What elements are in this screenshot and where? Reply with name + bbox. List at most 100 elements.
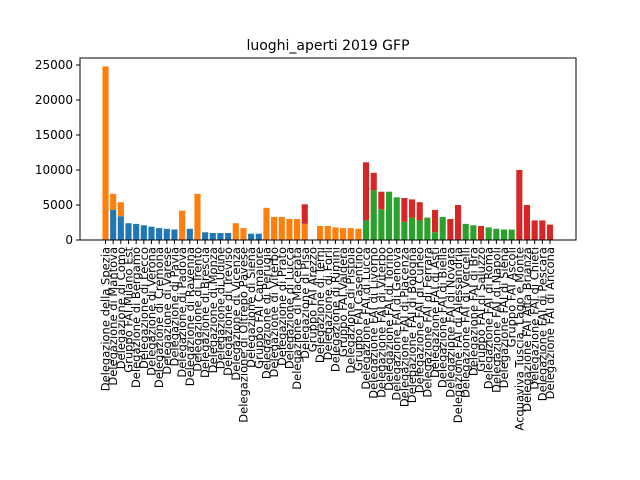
- bar-2-26: [301, 223, 308, 240]
- x-tick-label: Delegazione di Brescia: [198, 247, 212, 378]
- bar-3-52: [500, 229, 508, 240]
- bar-4-58: [546, 224, 554, 240]
- x-tick-label: Delegazione di Padova: [175, 247, 189, 378]
- bar-4-43: [431, 209, 439, 233]
- x-tick-label: Gruppo FAI di Saluzzo: [474, 247, 488, 372]
- x-tick-label: Delegazione FAI di Bologna: [405, 247, 419, 403]
- x-tick-label: Delegazione di Forlì: [321, 247, 335, 360]
- bar-1-14: [209, 233, 216, 240]
- bar-3-37: [385, 191, 393, 240]
- bar-4-35: [370, 172, 377, 191]
- bar-2-31: [340, 228, 347, 240]
- bar-1-19: [248, 233, 255, 240]
- bar-4-57: [539, 220, 546, 240]
- bar-1-5: [140, 225, 147, 240]
- bar-2-1: [110, 193, 117, 210]
- bar-3-39: [401, 221, 408, 240]
- bar-3-36: [378, 209, 385, 240]
- bar-2-17: [232, 223, 239, 240]
- y-tick-label: 15000: [35, 128, 73, 142]
- bar-4-40: [408, 199, 416, 218]
- bar-3-41: [416, 220, 423, 240]
- bar-2-30: [332, 227, 339, 240]
- bar-1-13: [202, 232, 209, 240]
- x-tick-label: Delegazione di Como: [114, 247, 128, 369]
- bar-4-41: [416, 202, 423, 221]
- x-tick-label: Delegazione di Mantova: [106, 247, 120, 386]
- bar-1-15: [217, 233, 224, 240]
- bar-3-51: [493, 228, 500, 240]
- bar-3-35: [370, 190, 377, 240]
- x-tick-label: Delegazione FAI di Chieti: [528, 247, 542, 390]
- bar-3-53: [508, 229, 515, 240]
- x-tick-label: Delegazione della Spezia: [99, 247, 113, 391]
- x-tick-label: Delegazione di Pisa: [298, 247, 312, 359]
- x-tick-label: Delegazione FAI di Roma: [482, 247, 496, 389]
- bar-4-55: [523, 205, 531, 240]
- x-tick-label: Gruppo FAI Casentino: [351, 247, 365, 371]
- x-tick-label: Gruppo FAI Camaiore: [252, 247, 266, 369]
- x-tick-label: Delegazione di Terni: [313, 247, 327, 363]
- x-tick-label: Delegazione di Monza: [206, 247, 220, 373]
- bar-2-29: [324, 226, 331, 240]
- x-tick-label: Acquaviva Tuscia, Lago e Monte: [512, 247, 526, 431]
- bar-4-34: [363, 162, 370, 221]
- bar-1-7: [156, 228, 163, 240]
- bar-2-25: [294, 219, 301, 240]
- x-tick-label: Delegazione FAI di Biella: [436, 247, 450, 388]
- x-tick-label: Delegazione FAI di Viterbo: [374, 247, 388, 398]
- y-tick-label: 10000: [35, 163, 73, 177]
- x-tick-label: Delegazione FAI di Piacenza: [397, 247, 411, 407]
- bar-2-23: [278, 216, 285, 240]
- x-tick-label: Delegazione di Viterbo: [267, 247, 281, 377]
- bar-group: [102, 66, 554, 241]
- bar-4-36: [378, 191, 385, 210]
- bar-2-2: [117, 202, 124, 217]
- x-tick-label: Delegazione di Verona: [144, 247, 158, 376]
- bar-2-10: [179, 210, 186, 240]
- bar-4-45: [447, 219, 454, 240]
- axes-frame: [79, 57, 577, 241]
- x-tick-label: Gruppo FAI Arezzo: [305, 247, 319, 352]
- x-tick-label: Delegazione di Lecco: [137, 247, 151, 369]
- bar-1-4: [133, 223, 140, 240]
- y-tick-label: 25000: [35, 58, 73, 72]
- bar-2-12: [194, 193, 201, 240]
- y-tick-label: 0: [65, 233, 73, 247]
- bar-3-42: [424, 217, 431, 240]
- x-tick-label: Delegazione di Udine: [213, 247, 227, 369]
- x-tick-label: Delegazione FAI di Alessandria: [451, 247, 465, 423]
- x-tick-label: Gruppo FAI Milano Est: [121, 247, 135, 373]
- x-tick-label: Gruppo FAI Ascoli: [505, 247, 519, 347]
- x-tick-label: Delegazione di Pavia: [167, 247, 181, 367]
- y-tick-label: 20000: [35, 93, 73, 107]
- x-tick-label: Delegazione di Trento: [190, 247, 204, 372]
- bar-2-28: [317, 226, 324, 240]
- bar-1-1: [110, 209, 117, 240]
- x-tick-label: Delegazione FAI di Cuneo: [413, 247, 427, 393]
- x-tick-label: Delegazione FAI Alta Brianza: [520, 247, 534, 412]
- bar-4-54: [516, 170, 523, 240]
- y-axis: 0 5000 10000 15000 20000 25000: [35, 58, 80, 247]
- x-tick-label: Delegazione di Treviso: [221, 247, 235, 376]
- bar-2-0: [102, 66, 109, 241]
- bar-1-20: [255, 233, 262, 240]
- x-tick-label: Delegazione FAI di Ferrara: [420, 247, 434, 398]
- x-tick-label: Delegazione FAI di Bra: [466, 247, 480, 376]
- x-tick-label: Delegazione di Rimini: [328, 247, 342, 372]
- x-tick-label: Delegazione di Cremona: [152, 247, 166, 388]
- x-tick-label: Delegazione FAI di Ancona: [543, 247, 557, 399]
- bar-3-50: [485, 227, 492, 240]
- x-tick-label: Delegazione FAI di Pescara: [535, 247, 549, 401]
- bar-3-38: [393, 197, 400, 240]
- bar-2-33: [355, 228, 362, 240]
- bar-1-3: [125, 223, 132, 240]
- x-tick-label: Delegazione FAI di Siena: [497, 247, 511, 388]
- x-tick-label: Delegazione di Oltrepò Pavese: [236, 247, 250, 423]
- x-tick-label: Delegazione di Siena: [244, 247, 258, 368]
- x-tick-label: Delegazione di Varese: [160, 247, 174, 375]
- x-tick-label: Delegazione FAI di Novara: [443, 247, 457, 398]
- x-tick-label: Delegazione FAI di Livorno: [367, 247, 381, 399]
- x-tick-label: Delegazione FAI di Vercelli: [459, 247, 473, 398]
